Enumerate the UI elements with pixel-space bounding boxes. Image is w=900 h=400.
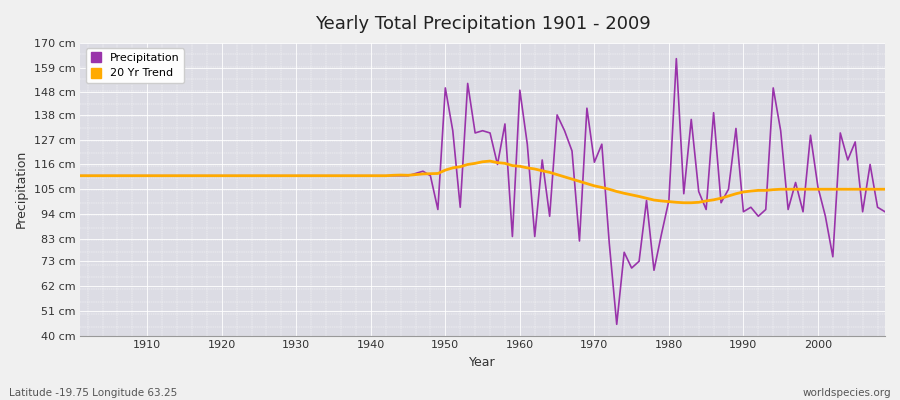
Y-axis label: Precipitation: Precipitation xyxy=(15,150,28,228)
X-axis label: Year: Year xyxy=(469,356,496,369)
Legend: Precipitation, 20 Yr Trend: Precipitation, 20 Yr Trend xyxy=(86,48,184,83)
Text: Latitude -19.75 Longitude 63.25: Latitude -19.75 Longitude 63.25 xyxy=(9,388,177,398)
Text: worldspecies.org: worldspecies.org xyxy=(803,388,891,398)
Title: Yearly Total Precipitation 1901 - 2009: Yearly Total Precipitation 1901 - 2009 xyxy=(315,15,651,33)
